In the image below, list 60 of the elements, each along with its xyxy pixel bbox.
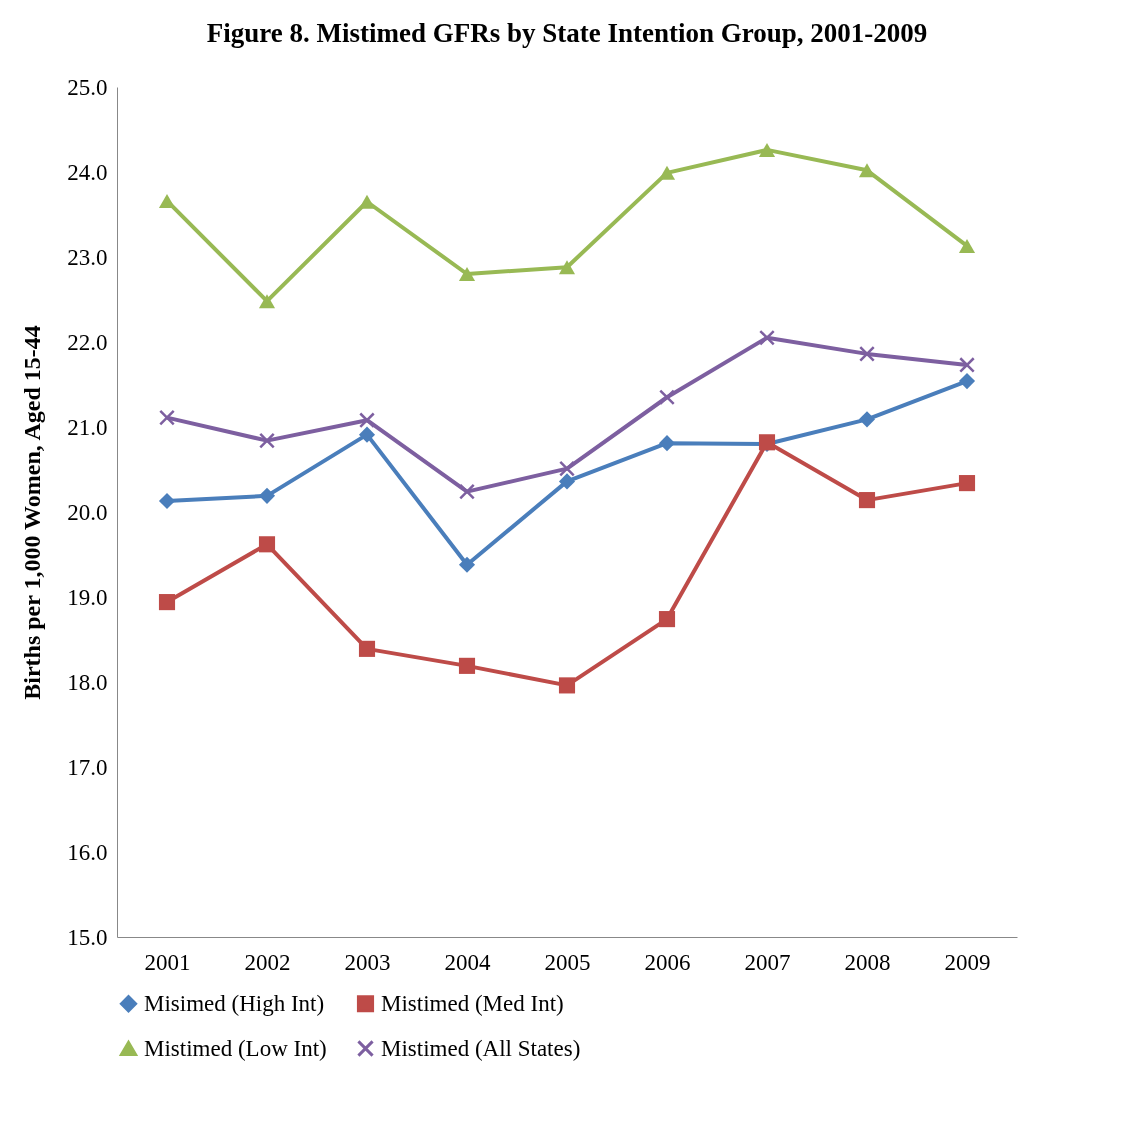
point (859, 345, 875, 362)
y-tick-label: 23.0 (67, 244, 108, 270)
x-tick-label: 2001 (144, 949, 191, 975)
point (459, 483, 475, 500)
y-axis-title: Births per 1,000 Women, Aged 15-44 (19, 325, 46, 700)
point (958, 238, 976, 253)
x-tick-label: 2004 (444, 949, 491, 975)
y-tick-label: 19.0 (67, 584, 108, 610)
point (758, 142, 776, 157)
point (458, 556, 476, 573)
y-tick-label: 15.0 (67, 924, 108, 950)
point (258, 294, 276, 309)
point (559, 460, 575, 477)
point (258, 536, 276, 553)
point (359, 412, 375, 429)
point (958, 475, 976, 492)
legend-label: Mistimed (All States) (381, 1035, 581, 1061)
x-tick-label: 2008 (844, 949, 891, 975)
point (358, 194, 376, 209)
legend-label: Misimed (High Int) (144, 990, 325, 1016)
point (358, 640, 376, 657)
point (558, 260, 576, 275)
point (358, 426, 376, 443)
x-tick-label: 2005 (544, 949, 591, 975)
legend-label: Mistimed (Med Int) (381, 990, 564, 1016)
point (158, 193, 176, 208)
point (858, 163, 876, 178)
y-tick-label: 17.0 (67, 754, 108, 780)
point (658, 435, 676, 452)
point (658, 611, 676, 628)
x-tick-label: 2007 (744, 949, 791, 975)
chart-title: Figure 8. Mistimed GFRs by State Intention Group, 2001-2009 (206, 18, 928, 48)
y-tick-label: 18.0 (67, 669, 108, 695)
point (959, 356, 975, 373)
x-tick-label: 2002 (244, 949, 291, 975)
point (958, 373, 976, 390)
x-tick-label: 2003 (344, 949, 391, 975)
y-tick-label: 21.0 (67, 414, 108, 440)
point (258, 487, 276, 504)
y-tick-label: 20.0 (67, 499, 108, 525)
y-tick-label: 16.0 (67, 839, 108, 865)
point (458, 657, 476, 674)
point (259, 432, 275, 449)
x-tick-label: 2006 (644, 949, 691, 975)
legend-label: Mistimed (Low Int) (144, 1035, 327, 1061)
point (658, 165, 676, 180)
point (558, 677, 576, 694)
y-tick-label: 24.0 (67, 159, 108, 185)
point (159, 409, 175, 426)
point (759, 329, 775, 346)
y-tick-label: 22.0 (67, 329, 108, 355)
y-tick-label: 25.0 (67, 74, 108, 100)
point (858, 411, 876, 428)
x-tick-label: 2009 (944, 949, 991, 975)
point (158, 492, 176, 510)
point (458, 267, 476, 281)
point (558, 473, 576, 490)
point (659, 389, 675, 406)
point (158, 594, 176, 611)
point (858, 492, 876, 509)
